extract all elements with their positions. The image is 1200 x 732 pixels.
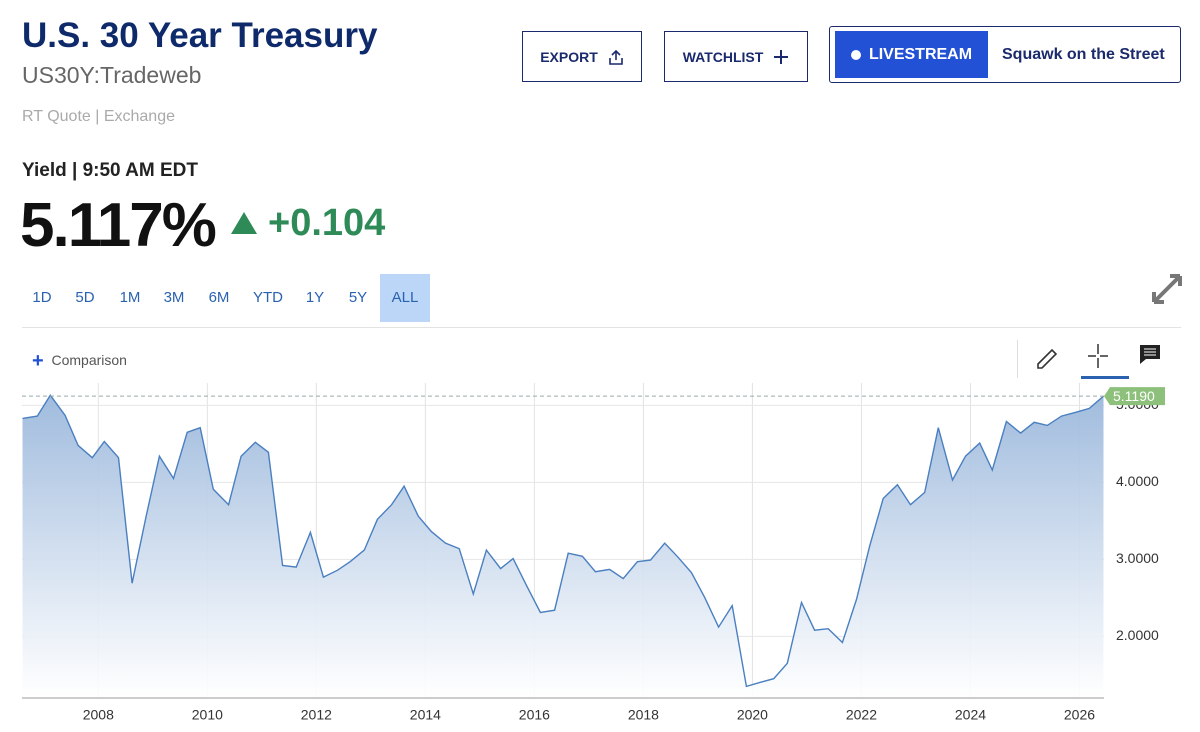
x-tick-label: 2010 — [192, 707, 223, 723]
quote-type: RT Quote | Exchange — [22, 108, 175, 125]
yield-label: Yield | 9:50 AM EDT — [22, 160, 199, 181]
title: U.S. 30 Year Treasury — [22, 16, 378, 55]
comparison-button[interactable]: + Comparison — [32, 350, 127, 372]
range-tab[interactable]: 5Y — [348, 289, 368, 306]
active-tool-bar — [1081, 376, 1129, 379]
y-tick-label: 3.0000 — [1116, 550, 1159, 566]
range-tab[interactable]: 5D — [75, 289, 95, 306]
export-text: EXPORT — [540, 48, 598, 65]
y-tick-label: 2.0000 — [1116, 627, 1159, 643]
expand-icon[interactable] — [1150, 272, 1184, 306]
live-dot — [850, 49, 861, 60]
range-tab[interactable]: 1D — [32, 289, 52, 306]
y-tick-label: 4.0000 — [1116, 473, 1159, 489]
tool-divider — [1017, 340, 1018, 378]
line — [22, 394, 1104, 688]
range-tab[interactable]: 6M — [208, 289, 230, 306]
symbol: US30Y:Tradeweb — [22, 62, 202, 88]
last-value-label: 5.1190 — [1113, 388, 1155, 404]
last-value-tag — [1104, 387, 1165, 406]
up-arrow — [231, 212, 257, 234]
livestream-text: LIVESTREAM — [868, 45, 973, 63]
range-tab[interactable]: 1Y — [305, 289, 325, 306]
x-tick-label: 2024 — [955, 707, 986, 723]
x-tick-label: 2016 — [519, 707, 550, 723]
x-tick-label: 2012 — [301, 707, 332, 723]
squawk-link[interactable]: Squawk on the Street — [1002, 46, 1165, 63]
livestream-box[interactable]: LIVESTREAM Squawk on the Street — [829, 26, 1181, 83]
plus-icon — [774, 49, 789, 64]
range-tab[interactable]: YTD — [253, 289, 283, 306]
crosshair-tool[interactable] — [1088, 344, 1108, 368]
chart-tools — [1037, 344, 1160, 379]
change: +0.104 — [268, 202, 386, 244]
range-tab[interactable]: 1M — [119, 289, 141, 306]
x-tick-label: 2018 — [628, 707, 659, 723]
area-fill — [22, 395, 1104, 698]
x-tick-label: 2022 — [846, 707, 877, 723]
draw-tool[interactable] — [1037, 348, 1058, 369]
x-tick-label: 2020 — [737, 707, 768, 723]
x-tick-label: 2014 — [410, 707, 441, 723]
range-tab[interactable]: ALL — [380, 274, 430, 322]
price: 5.117% — [20, 191, 217, 260]
export-button[interactable]: EXPORT — [522, 31, 642, 82]
comparison-text: Comparison — [51, 352, 127, 368]
range-tab[interactable]: 3M — [163, 289, 185, 306]
x-tick-label: 2026 — [1064, 707, 1095, 723]
x-tick-label: 2008 — [83, 707, 114, 723]
livestream-button[interactable]: LIVESTREAM — [835, 31, 988, 78]
watchlist-text: WATCHLIST — [682, 48, 764, 65]
share-icon — [608, 49, 623, 65]
watchlist-button[interactable]: WATCHLIST — [664, 31, 808, 82]
divider — [22, 327, 1181, 328]
